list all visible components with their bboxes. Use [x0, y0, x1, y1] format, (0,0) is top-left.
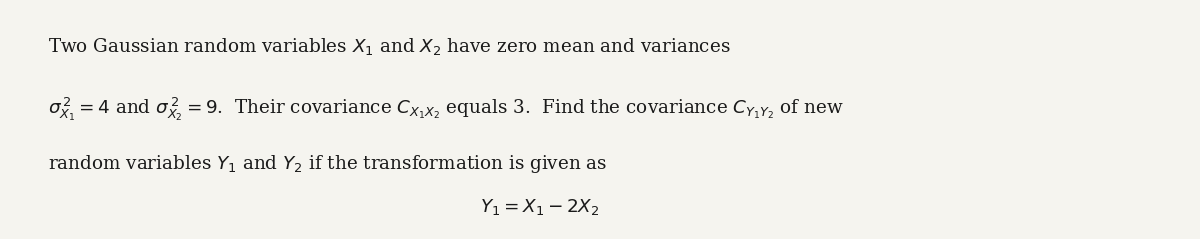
Text: $\sigma_{X_1}^{\,2}=4$ and $\sigma_{X_2}^{\,2}=9$.  Their covariance $C_{X_1X_2}: $\sigma_{X_1}^{\,2}=4$ and $\sigma_{X_2}… [48, 96, 844, 123]
Text: random variables $Y_1$ and $Y_2$ if the transformation is given as: random variables $Y_1$ and $Y_2$ if the … [48, 153, 607, 175]
Text: $Y_1 = X_1-2X_2$: $Y_1 = X_1-2X_2$ [480, 197, 600, 217]
Text: Two Gaussian random variables $X_1$ and $X_2$ have zero mean and variances: Two Gaussian random variables $X_1$ and … [48, 36, 731, 57]
Text: $Y_2 = 3X_1+4X_2$: $Y_2 = 3X_1+4X_2$ [474, 237, 606, 239]
